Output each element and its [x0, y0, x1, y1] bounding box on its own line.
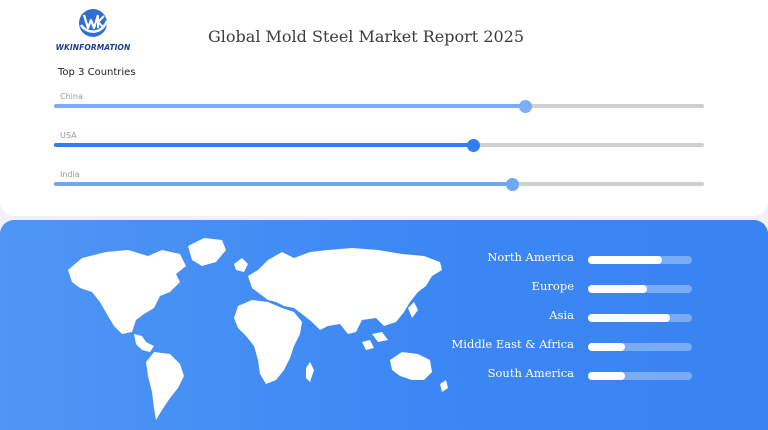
country-slider-track: [54, 177, 704, 191]
region-bar-fill: [588, 285, 647, 293]
top-panel: WKINFORMATION Global Mold Steel Market R…: [0, 0, 768, 216]
region-bar-track: [588, 256, 692, 264]
region-bar-fill: [588, 314, 670, 322]
logo-text: WKINFORMATION: [55, 43, 131, 52]
region-label: South America: [487, 366, 574, 380]
country-slider-fill: [54, 104, 525, 108]
country-slider-fill: [54, 143, 473, 147]
brand-logo[interactable]: WKINFORMATION: [54, 8, 132, 54]
country-slider-track: [54, 99, 704, 113]
regions-panel: North America Europe Asia Middle East & Afr…: [0, 220, 768, 430]
country-label: India: [60, 170, 80, 179]
region-bar-fill: [588, 372, 625, 380]
world-map: [68, 238, 448, 420]
region-bar-fill: [588, 343, 625, 351]
top-countries-title: Top 3 Countries: [58, 67, 136, 78]
region-bar-fill: [588, 256, 662, 264]
region-label: Asia: [549, 308, 574, 322]
country-slider-thumb[interactable]: [505, 177, 519, 191]
logo-globe-icon: [79, 9, 109, 37]
region-bar-track: [588, 314, 692, 322]
country-slider-fill: [54, 182, 512, 186]
country-slider-track: [54, 138, 704, 152]
region-bar-track: [588, 285, 692, 293]
page-title: Global Mold Steel Market Report 2025: [208, 27, 525, 46]
region-label: Middle East & Africa: [451, 337, 574, 351]
country-slider-thumb[interactable]: [466, 138, 480, 152]
country-slider-thumb[interactable]: [518, 99, 532, 113]
region-bar-track: [588, 372, 692, 380]
country-label: China: [60, 92, 83, 101]
region-bar-track: [588, 343, 692, 351]
country-label: USA: [60, 131, 77, 140]
region-label: Europe: [531, 279, 574, 293]
region-label: North America: [487, 250, 574, 264]
